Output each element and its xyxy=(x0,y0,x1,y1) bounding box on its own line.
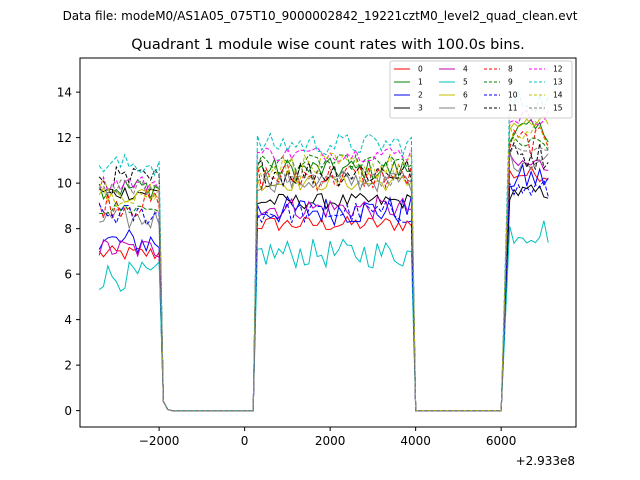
legend-label-9: 9 xyxy=(508,78,513,87)
y-tick-label: 2 xyxy=(64,359,72,373)
x-tick-label: 6000 xyxy=(486,434,517,448)
legend-label-15: 15 xyxy=(553,104,563,113)
legend-label-12: 12 xyxy=(553,65,563,74)
series-line-15 xyxy=(98,144,549,412)
legend-label-2: 2 xyxy=(418,91,423,100)
series-lines xyxy=(98,89,549,412)
y-tick-label: 4 xyxy=(64,313,72,327)
legend-label-13: 13 xyxy=(553,78,563,87)
legend-label-4: 4 xyxy=(463,65,468,74)
x-offset-label: +2.933e8 xyxy=(516,454,575,468)
figure-suptitle: Data file: modeM0/AS1A05_075T10_90000028… xyxy=(63,9,578,23)
y-tick-label: 0 xyxy=(64,404,72,418)
y-tick-label: 14 xyxy=(57,86,72,100)
y-tick-label: 10 xyxy=(57,177,72,191)
plot-frame xyxy=(79,57,577,428)
y-tick-label: 6 xyxy=(64,268,72,282)
legend-label-8: 8 xyxy=(508,65,513,74)
legend-label-7: 7 xyxy=(463,104,468,113)
legend-box xyxy=(389,60,573,119)
legend-label-10: 10 xyxy=(508,91,518,100)
legend-label-1: 1 xyxy=(418,78,423,87)
x-tick-label: 4000 xyxy=(400,434,431,448)
y-tick-label: 12 xyxy=(57,131,72,145)
chart-title: Quadrant 1 module wise count rates with … xyxy=(131,37,525,53)
x-tick-label: −2000 xyxy=(139,434,180,448)
x-tick-label: 2000 xyxy=(315,434,346,448)
legend-label-5: 5 xyxy=(463,78,468,87)
legend-label-3: 3 xyxy=(418,104,423,113)
legend-label-6: 6 xyxy=(463,91,468,100)
legend-label-14: 14 xyxy=(553,91,563,100)
x-tick-label: 0 xyxy=(241,434,249,448)
y-tick-label: 8 xyxy=(64,222,72,236)
legend-label-11: 11 xyxy=(508,104,518,113)
legend-label-0: 0 xyxy=(418,65,423,74)
